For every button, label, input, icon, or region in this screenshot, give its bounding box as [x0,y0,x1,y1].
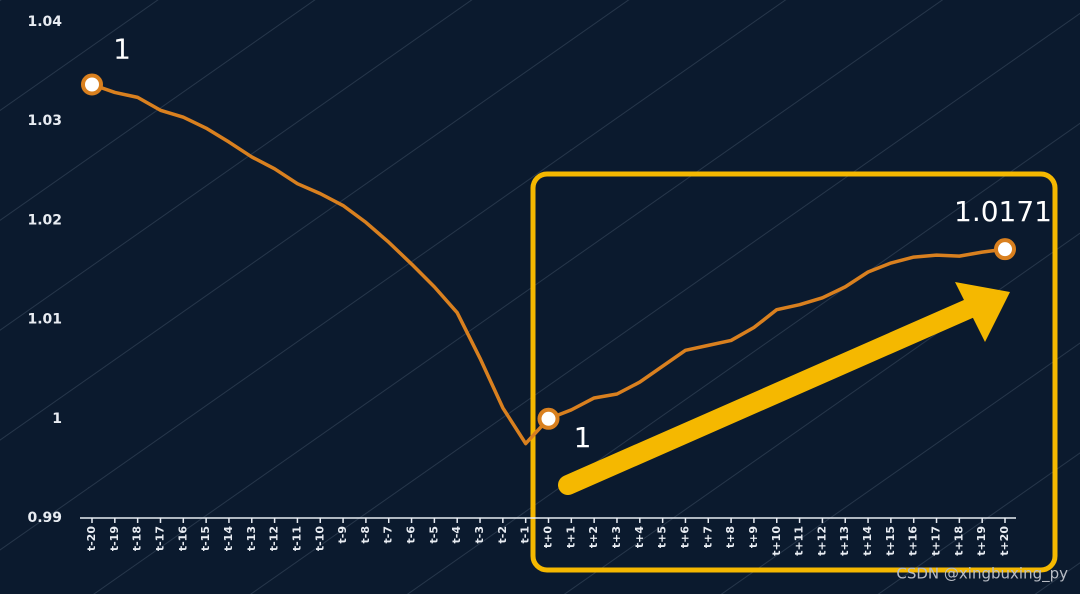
x-tick-label: t+5 [656,526,669,548]
x-tick-label: t+9 [747,526,760,548]
x-tick-label: t-1 [519,526,532,543]
x-tick-label: t+6 [678,526,691,548]
y-tick-label: 1 [52,411,62,427]
x-tick-label: t+7 [701,526,714,548]
x-tick-label: t+15 [884,526,897,556]
x-tick-label: t-16 [176,526,189,551]
highlight-box [530,171,1058,573]
x-tick-label: t-18 [131,526,144,551]
x-tick-label: t-19 [108,526,121,551]
x-tick-label: t-20 [85,526,98,551]
x-tick-label: t+0 [542,526,555,548]
point-marker [994,238,1016,261]
x-tick-label: t+8 [724,526,737,548]
x-tick-label: t+19 [975,526,988,556]
y-tick-label: 1.04 [27,14,62,30]
x-tick-label: t-13 [245,526,258,551]
y-tick-label: 1.02 [27,212,62,228]
x-tick-label: t-5 [427,526,440,543]
trend-arrow [558,282,1010,495]
x-tick-label: t-7 [382,526,395,543]
x-tick-label: t+16 [907,526,920,556]
x-tick-label: t+20 [998,526,1011,556]
x-tick-label: t+1 [564,526,577,548]
x-tick-label: t+14 [861,526,874,556]
x-tick-label: t+10 [770,526,783,556]
point-marker [81,73,103,96]
x-tick-label: t-15 [199,526,212,551]
x-tick-label: t+18 [952,526,965,556]
y-tick-label: 0.99 [27,510,62,526]
x-tick-label: t-3 [473,526,486,543]
x-tick-label: t-10 [313,526,326,551]
annotation: 1.0171 [954,195,1052,228]
x-tick-label: t-9 [336,526,349,543]
x-tick-label: t+2 [587,526,600,548]
y-tick-label: 1.01 [27,312,62,328]
x-tick-label: t-14 [222,526,235,551]
x-tick-label: t+4 [633,526,646,548]
x-tick-label: t+12 [815,526,828,556]
x-tick-label: t+13 [838,526,851,556]
x-tick-label: t-12 [268,526,281,551]
point-marker [537,407,560,430]
annotation: 1 [113,32,131,65]
x-tick-label: t+17 [930,526,943,556]
y-tick-label: 1.03 [27,113,62,129]
x-tick-label: t-11 [290,526,303,551]
x-tick-label: t+3 [610,526,623,548]
x-tick-label: t-4 [450,526,463,544]
x-tick-label: t+11 [793,526,806,556]
x-tick-label: t-2 [496,526,509,543]
x-tick-label: t-8 [359,526,372,543]
x-tick-label: t-17 [153,526,166,551]
watermark: CSDN @xingbuxing_py [896,565,1068,584]
x-tick-label: t-6 [405,526,418,544]
annotation: 1 [574,421,592,454]
